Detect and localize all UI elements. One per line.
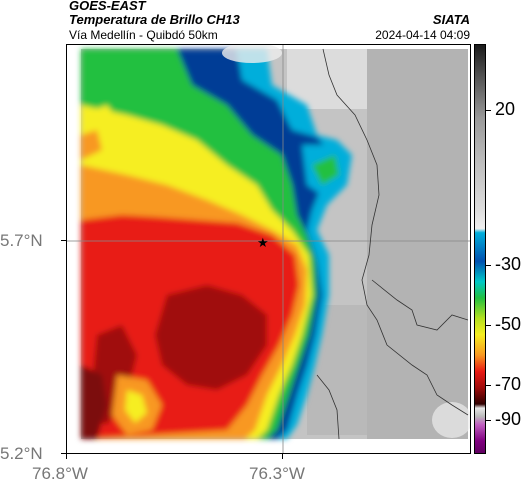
satellite-name: GOES-EAST	[69, 0, 146, 13]
lat-label-5-7: 5.7°N	[0, 231, 43, 250]
colorbar-label-minus90: -90	[495, 409, 522, 429]
colorbar-label-minus50: -50	[495, 314, 522, 334]
product-title: Temperatura de Brillo CH13	[69, 12, 240, 27]
colorbar-tick	[486, 325, 491, 326]
datetime-label: 2024-04-14 04:09	[375, 28, 470, 42]
star-marker: ★	[257, 236, 269, 251]
colorbar-tick	[486, 385, 491, 386]
colorbar-tick	[486, 420, 491, 421]
lat-tick	[61, 453, 66, 454]
lon-tick	[282, 454, 283, 459]
lat-tick	[61, 240, 66, 241]
brightness-temperature-map: ★	[67, 45, 470, 453]
colorbar-tick	[486, 110, 491, 111]
department-border	[322, 48, 469, 416]
lat-label-5-2: 5.2°N	[0, 444, 43, 463]
colorbar	[474, 44, 486, 454]
colorbar-label-minus70: -70	[495, 374, 522, 394]
lon-label-76-3: 76.3°W	[249, 464, 305, 483]
lon-label-76-8: 76.8°W	[32, 464, 88, 483]
map-panel[interactable]: ★	[66, 44, 471, 454]
colorbar-tick	[486, 265, 491, 266]
route-subtitle: Vía Medellín - Quibdó 50km	[69, 28, 218, 42]
organization-label: SIATA	[432, 12, 470, 27]
colorbar-label-minus30: -30	[495, 254, 522, 274]
lon-tick	[66, 454, 67, 459]
colorbar-label-20: 20	[495, 99, 516, 119]
